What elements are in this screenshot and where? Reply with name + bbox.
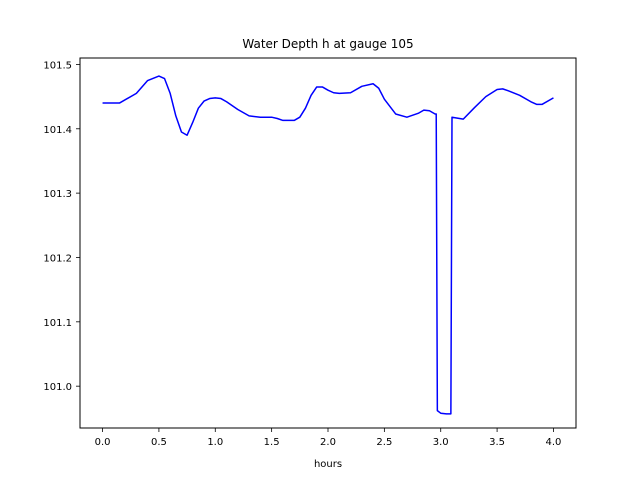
y-tick-label: 101.4 — [43, 125, 72, 136]
y-tick-label: 101.5 — [43, 60, 72, 71]
y-tick-label: 101.0 — [43, 382, 72, 393]
y-tick-label: 101.2 — [43, 253, 72, 264]
x-tick-label: 4.0 — [546, 437, 562, 448]
x-tick-label: 3.0 — [433, 437, 449, 448]
x-axis: 0.0 0.5 1.0 1.5 2.0 2.5 3.0 3.5 4.0 — [95, 428, 562, 448]
x-tick-label: 2.0 — [320, 437, 336, 448]
y-tick-label: 101.3 — [43, 189, 72, 200]
x-tick-label: 1.5 — [264, 437, 280, 448]
x-tick-label: 3.5 — [489, 437, 505, 448]
y-axis: 101.0 101.1 101.2 101.3 101.4 101.5 — [43, 60, 80, 393]
x-tick-label: 0.5 — [151, 437, 167, 448]
x-tick-label: 0.0 — [95, 437, 111, 448]
series-line — [102, 75, 554, 415]
x-axis-title: hours — [314, 459, 342, 470]
x-tick-label: 2.5 — [376, 437, 392, 448]
y-tick-label: 101.1 — [43, 318, 72, 329]
chart-title: Water Depth h at gauge 105 — [242, 37, 413, 51]
x-tick-label: 1.0 — [207, 437, 223, 448]
